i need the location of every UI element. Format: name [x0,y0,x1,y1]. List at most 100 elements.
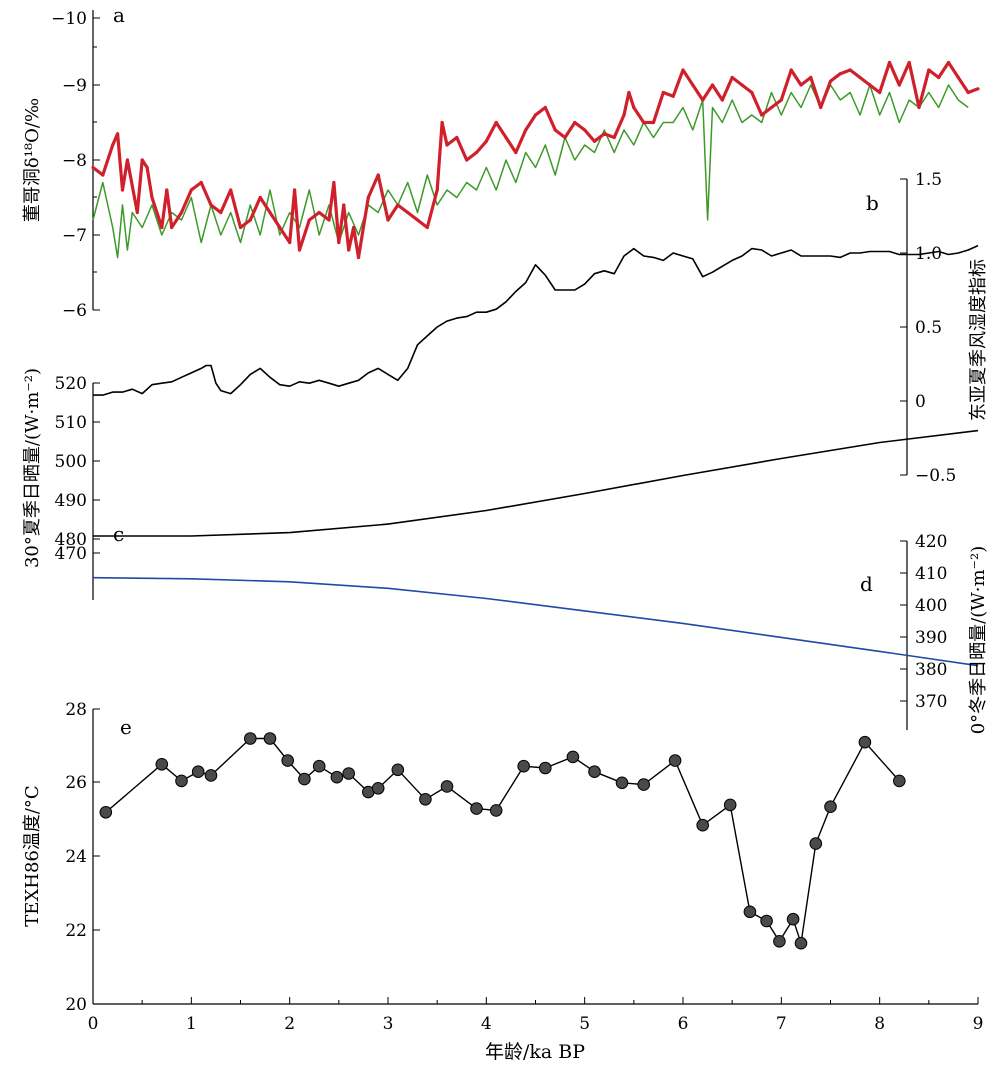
data-point-a-red [337,240,341,245]
data-point-e [637,778,651,791]
ylabel-e: TEXH86温度/°C [22,785,43,926]
data-point-a-red [789,68,793,72]
data-point-a-red [583,128,587,132]
data-point-a-red [809,75,813,80]
data-point-a-red [342,203,346,207]
data-point-a-red [750,90,754,95]
ytick-label-e: 24 [65,847,87,867]
data-point-a-red [293,188,297,192]
data-point-a-red [868,83,872,87]
data-point-a-red [327,218,331,222]
ytick-label-c: 520 [55,374,87,394]
data-point-a-red [651,120,656,125]
ytick-label-a: −8 [62,151,87,171]
data-point-e [312,759,326,773]
data-point-e [342,767,356,780]
data-point-a-red [622,113,626,117]
ytick-label-d: 380 [915,660,947,680]
data-point-a-red [828,79,833,83]
data-point-a-red [710,83,715,87]
data-point-e [244,732,257,745]
data-point-a-red [160,225,164,230]
ylabel-a: 董哥洞δ¹⁸O/‰ [22,98,43,222]
data-point-a-red [248,218,252,222]
data-point-e [760,914,773,928]
text-layer: −10−9−8−7−61.51.00.50−0.5520510500490480… [22,3,989,1063]
data-point-e [298,772,311,786]
data-point-e [743,905,757,919]
data-point-a-red [592,139,597,143]
ytick-label-a: −6 [62,301,87,321]
data-point-a-red [317,210,321,215]
data-point-a-red [524,128,528,132]
data-point-a-red [440,120,444,125]
xtick-label: 3 [383,1014,394,1034]
data-point-e [566,750,580,764]
data-point-a-red [661,90,665,95]
data-point-e [794,936,808,950]
ytick-label-b: 0.5 [915,318,942,338]
data-point-a-red [484,139,488,143]
data-point-a-red [91,165,95,170]
ylabel-d: 0°冬季日晒量/(W·m⁻²) [968,546,989,735]
ytick-label-c: 490 [55,491,87,511]
xtick-label: 4 [481,1014,492,1034]
data-point-a-red [966,90,970,95]
data-point-a-red [543,105,547,110]
data-point-e [371,782,385,795]
data-point-a-red [956,75,960,80]
data-point-a-red [681,68,685,72]
data-point-a-red [907,60,911,65]
data-point-a-red [238,225,243,230]
data-point-e [263,732,277,745]
data-point-e [588,765,601,779]
data-point-a-red [376,173,380,177]
data-point-a-red [553,128,557,132]
data-point-e [489,804,503,817]
data-point-a-red [135,210,139,215]
ytick-label-a: −7 [62,226,87,246]
data-point-a-red [425,225,429,230]
data-point-a-red [514,150,518,155]
ytick-label-d: 390 [915,628,947,648]
panel-label-e: e [120,715,132,739]
data-point-a-red [111,143,115,147]
data-point-e [99,806,113,819]
data-point-a-red [116,132,120,136]
data-point-a-red [740,83,744,87]
data-point-a-red [356,255,361,260]
panel-label-c: c [113,522,124,546]
data-point-a-red [602,132,606,136]
ytick-label-d: 400 [915,596,947,616]
ytick-label-c: 500 [55,452,87,472]
data-point-a-red [878,90,882,95]
data-point-a-red [297,248,302,252]
data-point-a-red [396,203,400,207]
data-point-a-red [445,143,449,147]
ylabel-c: 30°夏季日晒量/(W·m⁻²) [22,368,43,568]
xtick-label: 5 [579,1014,590,1034]
data-point-e [858,735,872,749]
ytick-label-e: 26 [65,773,87,793]
xtick-label: 2 [284,1014,295,1034]
data-point-a-red [145,165,149,170]
data-point-a-red [125,158,129,162]
xtick-label: 9 [973,1014,984,1034]
panel-label-d: d [860,572,873,596]
data-point-a-red [209,203,213,207]
data-point-e [893,774,906,788]
data-point-a-red [455,135,459,140]
data-point-e [615,776,629,790]
x-axis-title: 年龄/ka BP [485,1041,585,1063]
ytick-label-d: 370 [915,692,947,712]
data-point-a-red [504,135,508,140]
ytick-label-e: 28 [65,700,87,720]
data-point-e [470,802,483,815]
ytick-label-b: −0.5 [915,466,956,486]
data-point-a-red [819,105,823,110]
data-point-a-red [760,113,764,117]
data-point-a-red [179,210,184,215]
series-line-a-red [92,60,979,260]
data-point-a-red [474,150,479,155]
